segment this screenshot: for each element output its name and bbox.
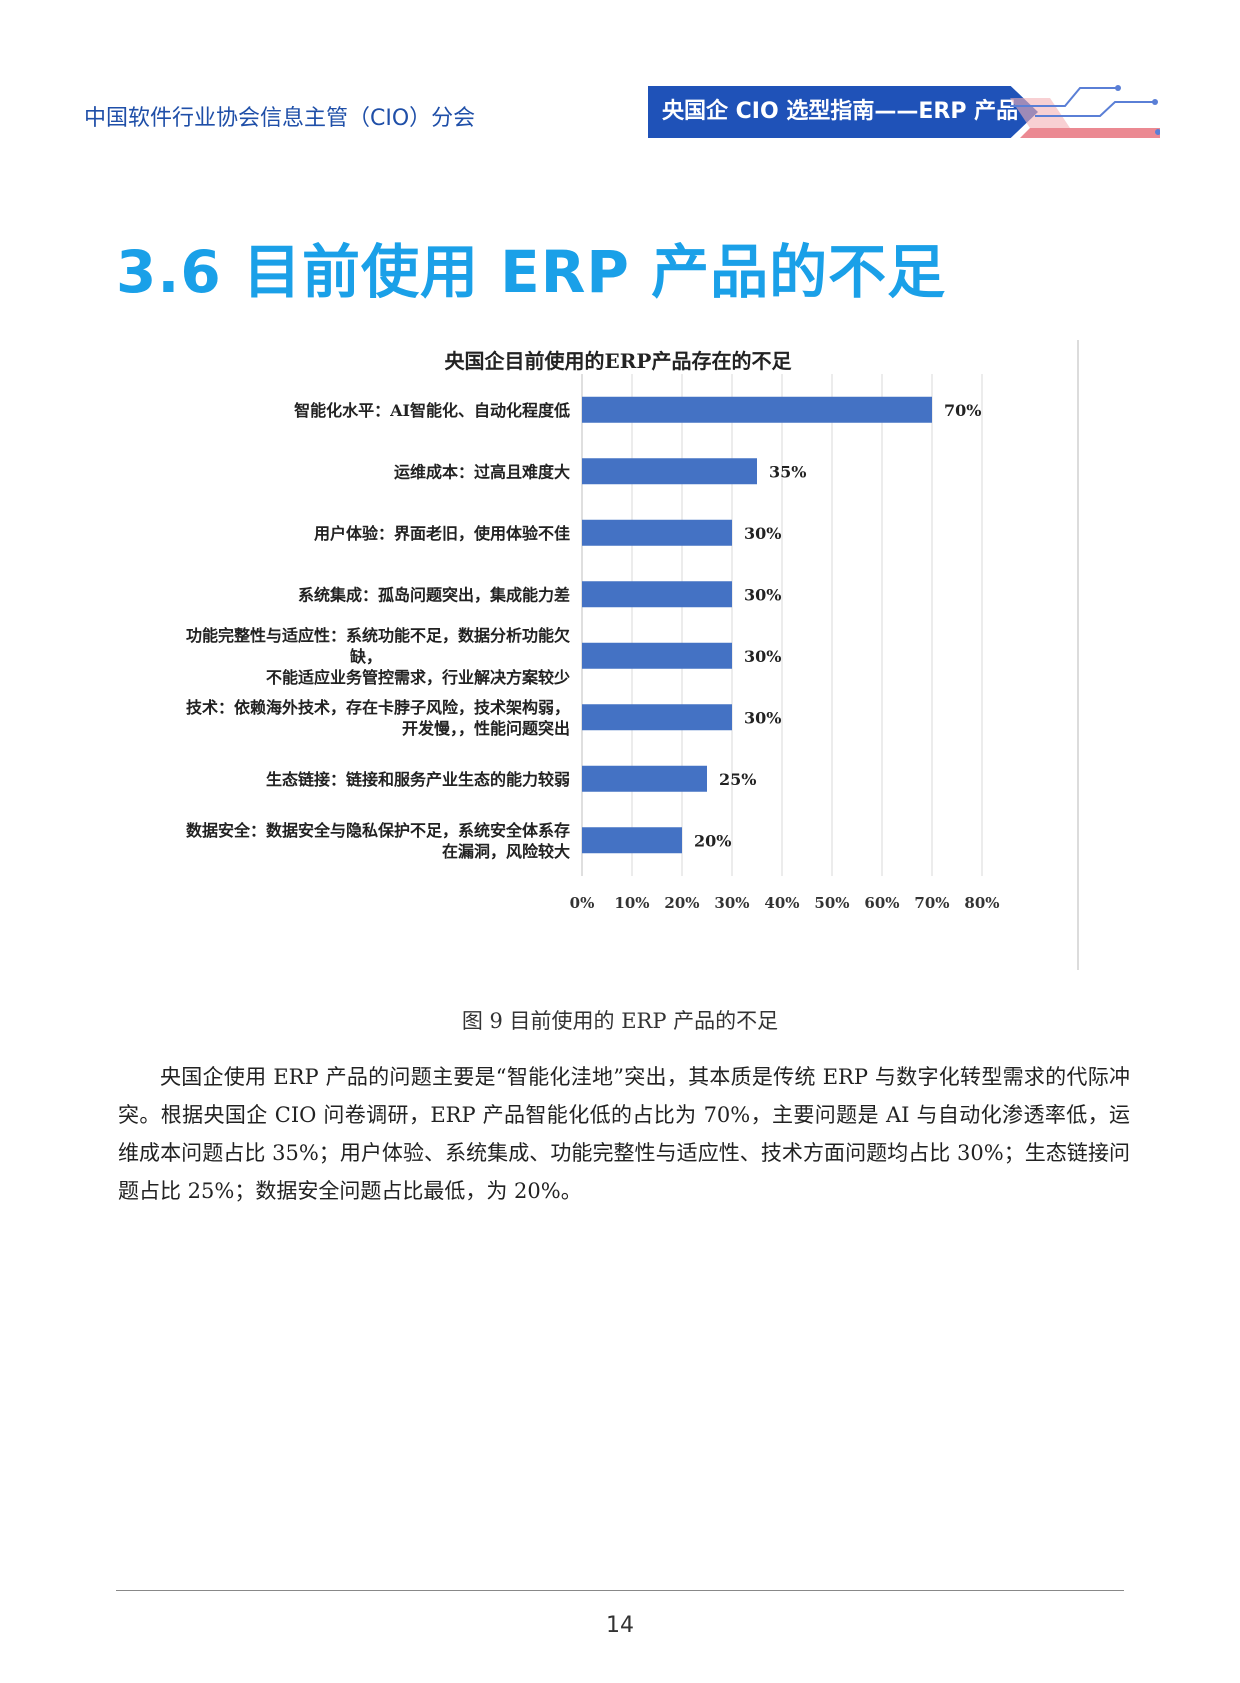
chart-title: 央国企目前使用的ERP产品存在的不足 bbox=[445, 349, 793, 373]
category-label-line: 技术：依赖海外技术，存在卡脖子风险，技术架构弱， bbox=[186, 698, 570, 717]
guide-title-badge: 央国企 CIO 选型指南——ERP 产品 bbox=[648, 86, 1038, 138]
category-label: 运维成本：过高且难度大 bbox=[394, 462, 570, 481]
chart-bars: 70% 35% 30% 30% 30% 30% 25% 20% bbox=[582, 396, 981, 854]
category-label: 用户体验：界面老旧，使用体验不佳 bbox=[314, 524, 570, 543]
x-tick-label: 20% bbox=[664, 894, 699, 912]
category-label-line: 系统集成：孤岛问题突出，集成能力差 bbox=[298, 585, 570, 604]
bar bbox=[582, 827, 682, 854]
category-label-line: 功能完整性与适应性：系统功能不足，数据分析功能欠 bbox=[186, 626, 570, 645]
category-label: 数据安全：数据安全与隐私保护不足，系统安全体系存在漏洞，风险较大 bbox=[186, 821, 570, 861]
body-paragraph: 央国企使用 ERP 产品的问题主要是“智能化洼地”突出，其本质是传统 ERP 与… bbox=[118, 1065, 1130, 1203]
bar bbox=[582, 704, 732, 731]
bar-value-label: 25% bbox=[719, 770, 756, 789]
category-label-line: 缺， bbox=[350, 647, 382, 666]
category-label-line: 生态链接：链接和服务产业生态的能力较弱 bbox=[266, 770, 570, 789]
category-label-line: 开发慢，，性能问题突出 bbox=[402, 719, 570, 738]
bar-value-label: 30% bbox=[744, 647, 781, 666]
chart-x-axis: 0% 10% 20% 30% 40% 50% 60% 70% 80% bbox=[570, 894, 1000, 912]
bar-value-label: 30% bbox=[744, 585, 781, 604]
section-title: 3.6 目前使用 ERP 产品的不足 bbox=[116, 238, 947, 306]
category-label-line: 不能适应业务管控需求，行业解决方案较少 bbox=[266, 668, 570, 687]
x-tick-label: 30% bbox=[714, 894, 749, 912]
x-tick-label: 60% bbox=[864, 894, 899, 912]
erp-shortcomings-chart: 央国企目前使用的ERP产品存在的不足 70% 35% 30% 30% 30% 30% 25%… bbox=[186, 340, 1079, 970]
bar bbox=[582, 765, 707, 792]
category-label: 系统集成：孤岛问题突出，集成能力差 bbox=[298, 585, 570, 604]
x-tick-label: 50% bbox=[814, 894, 849, 912]
category-label-line: 用户体验：界面老旧，使用体验不佳 bbox=[314, 524, 570, 543]
bar-value-label: 70% bbox=[944, 401, 981, 420]
bar bbox=[582, 458, 757, 485]
bar bbox=[582, 519, 732, 546]
category-label: 功能完整性与适应性：系统功能不足，数据分析功能欠缺， 不能适应业务管控需求，行业解… bbox=[186, 626, 570, 687]
bar bbox=[582, 642, 732, 669]
category-label: 技术：依赖海外技术，存在卡脖子风险，技术架构弱， 开发慢，，性能问题突出 bbox=[186, 698, 570, 738]
footer-rule bbox=[116, 1590, 1124, 1591]
organization-name: 中国软件行业协会信息主管（CIO）分会 bbox=[84, 106, 476, 131]
bar-value-label: 30% bbox=[744, 524, 781, 543]
figure-caption: 图 9 目前使用的 ERP 产品的不足 bbox=[461, 1009, 779, 1033]
category-label-line: 数据安全：数据安全与隐私保护不足，系统安全体系存 bbox=[186, 821, 570, 840]
category-label-line: 在漏洞，风险较大 bbox=[442, 842, 570, 861]
x-tick-label: 40% bbox=[764, 894, 799, 912]
category-label-line: 智能化水平：AI智能化、自动化程度低 bbox=[294, 401, 570, 420]
x-tick-label: 80% bbox=[964, 894, 999, 912]
category-label: 生态链接：链接和服务产业生态的能力较弱 bbox=[266, 770, 570, 789]
chart-grid bbox=[581, 374, 983, 876]
bar-value-label: 20% bbox=[694, 831, 731, 850]
bar-value-label: 30% bbox=[744, 708, 781, 727]
x-tick-label: 70% bbox=[914, 894, 949, 912]
bar-value-label: 35% bbox=[769, 462, 806, 481]
x-tick-label: 10% bbox=[614, 894, 649, 912]
chart-category-labels: 智能化水平：AI智能化、自动化程度低运维成本：过高且难度大用户体验：界面老旧，使… bbox=[186, 401, 570, 861]
bar bbox=[582, 581, 732, 608]
category-label: 智能化水平：AI智能化、自动化程度低 bbox=[294, 401, 570, 420]
circuit-decoration bbox=[1010, 85, 1160, 138]
page-number: 14 bbox=[606, 1613, 634, 1638]
category-label-line: 运维成本：过高且难度大 bbox=[394, 462, 570, 481]
x-tick-label: 0% bbox=[570, 894, 595, 912]
bar bbox=[582, 396, 932, 423]
